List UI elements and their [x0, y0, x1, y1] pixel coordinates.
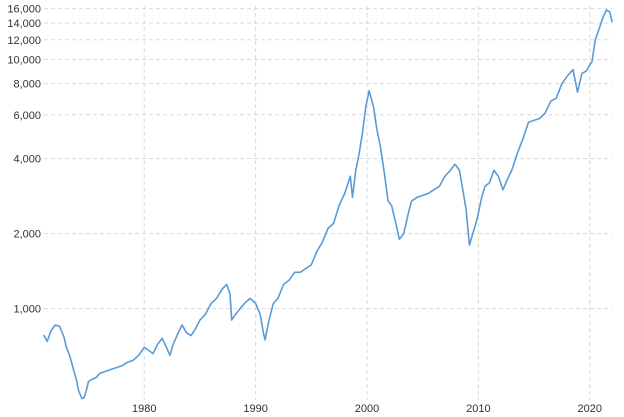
y-tick-label: 1,000 [13, 304, 41, 316]
y-tick-label: 2,000 [13, 229, 41, 241]
x-tick-label: 1980 [132, 403, 156, 415]
x-tick-label: 1990 [243, 403, 267, 415]
grid [44, 6, 612, 400]
y-tick-label: 10,000 [7, 55, 41, 67]
y-axis-tick-labels: 1,000 2,000 4,000 6,000 8,000 10,000 12,000 14,… [7, 4, 41, 316]
x-axis-tick-labels: 1980 1990 2000 2010 2020 [132, 403, 602, 415]
y-tick-label: 6,000 [13, 110, 41, 122]
y-tick-label: 12,000 [7, 35, 41, 47]
x-tick-label: 2010 [466, 403, 490, 415]
series-layer [43, 9, 613, 400]
y-tick-label: 4,000 [13, 154, 41, 166]
y-tick-label: 16,000 [7, 4, 41, 16]
y-tick-label: 8,000 [13, 79, 41, 91]
x-tick-label: 2000 [355, 403, 379, 415]
x-tick-label: 2020 [577, 403, 601, 415]
y-tick-label: 14,000 [7, 18, 41, 30]
series-line [43, 9, 613, 400]
